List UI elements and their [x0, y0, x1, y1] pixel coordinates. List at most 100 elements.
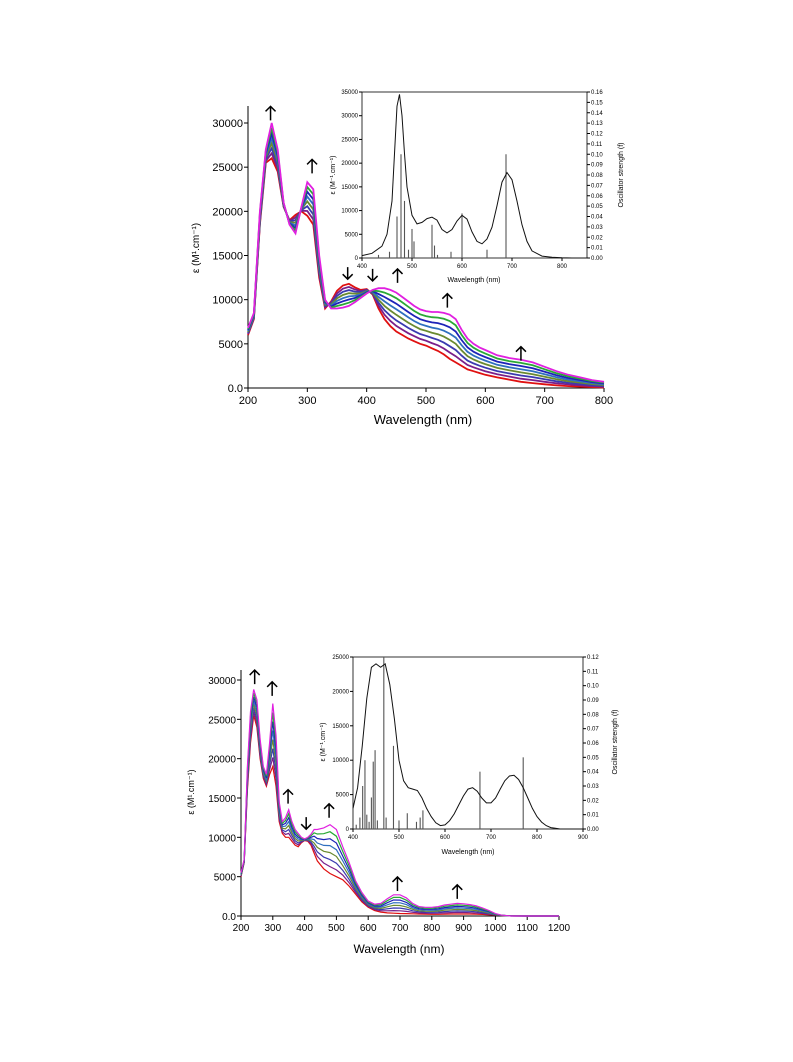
chart-2-inset-sticks [355, 657, 524, 829]
chart-2-inset-y-right-tick-label: 0.04 [587, 770, 599, 776]
chart-1: 200 300 400 500 600 700 800 0.0500010000150002… [191, 90, 625, 427]
chart-1-inset-y-left-ticks: 0 5000 10000 15000 20000 25000 30000 35000 [341, 90, 362, 262]
chart-1-inset-y-right-tick-label: 0.09 [591, 163, 603, 169]
chart-2-x-tick-label: 300 [264, 923, 281, 934]
chart-2-series [240, 689, 559, 917]
chart-1-inset-y-right-tick-label: 0.01 [591, 246, 603, 252]
chart-2-inset-y-right-tick-label: 0.06 [587, 741, 599, 747]
chart-1-y-tick-label: 0.0 [228, 383, 243, 395]
chart-1-inset-x-tick-label: 700 [507, 264, 518, 270]
chart-1-inset-y-right-tick-label: 0.03 [591, 225, 603, 231]
chart-1-inset-y-right-tick-label: 0.13 [591, 121, 603, 127]
chart-1-y-ticks: 0.0 5000 10000 15000 20000 25000 30000 [212, 118, 248, 395]
chart-1-arrow-up [265, 105, 277, 121]
chart-2: 200 300 400 500 600 700 800 900 1000 1100 1200 0.0… [186, 655, 619, 956]
chart-1-x-ticks: 200 300 400 500 600 700 800 [239, 388, 613, 407]
chart-1-x-label: Wavelength (nm) [374, 412, 473, 427]
chart-1-inset-y-right-tick-label: 0.10 [591, 152, 603, 158]
chart-1-x-tick-label: 800 [595, 395, 613, 407]
chart-1-inset-y-left-tick-label: 20000 [341, 161, 358, 167]
chart-2-series-line [240, 715, 559, 917]
chart-1-series-line [247, 156, 605, 389]
chart-1-inset-y-right-tick-label: 0.15 [591, 100, 603, 106]
chart-1-inset-y-left-tick-label: 15000 [341, 185, 358, 191]
chart-1-inset: 400 500 600 700 800 0 5000 10000 15000 20000 2500… [330, 90, 625, 284]
chart-1-inset-x-tick-label: 400 [357, 264, 368, 270]
chart-2-inset-y-right-tick-label: 0.02 [587, 798, 599, 804]
chart-1-y-label: ε (M¹.cm⁻¹) [191, 223, 202, 273]
chart-2-arrow-up [266, 680, 278, 696]
chart-2-inset-x-tick-label: 600 [440, 835, 451, 841]
chart-2-inset-x-tick-label: 700 [486, 835, 497, 841]
chart-2-inset-y-right-tick-label: 0.01 [587, 813, 599, 819]
chart-1-y-tick-label: 15000 [212, 251, 243, 263]
chart-2-arrow-up [282, 788, 294, 804]
chart-1-inset-y-left-tick-label: 25000 [341, 137, 358, 143]
chart-2-arrows [249, 669, 463, 899]
chart-1-inset-y-right-tick-label: 0.16 [591, 90, 603, 96]
chart-2-inset-y-right-tick-label: 0.08 [587, 712, 599, 718]
chart-1-inset-y-right-ticks: 0.00 0.01 0.02 0.03 0.04 0.05 0.06 0.07 0.08 0.09… [587, 90, 603, 262]
chart-2-inset-curve [352, 663, 583, 830]
chart-1-inset-y-right-tick-label: 0.06 [591, 194, 603, 200]
chart-1-inset-x-label: Wavelength (nm) [447, 277, 500, 284]
chart-2-arrow-down [300, 817, 312, 831]
chart-2-inset-y-left-tick-label: 0 [346, 827, 350, 833]
chart-2-inset-y-left-ticks: 0 5000 10000 15000 20000 25000 [332, 655, 353, 833]
chart-2-x-tick-label: 1100 [516, 923, 538, 934]
chart-1-arrow-up [391, 267, 404, 283]
chart-2-inset-y-left-label: ε (M⁻¹.cm⁻¹) [320, 723, 327, 762]
chart-1-inset-y-right-tick-label: 0.00 [591, 256, 603, 262]
chart-1-inset-x-tick-label: 800 [557, 264, 568, 270]
chart-2-y-tick-label: 25000 [208, 715, 236, 726]
chart-1-y-tick-label: 25000 [212, 162, 243, 174]
chart-1-x-tick-label: 600 [476, 395, 494, 407]
chart-1-inset-sticks [377, 154, 507, 258]
chart-2-inset-x-tick-label: 900 [578, 835, 589, 841]
chart-1-inset-y-right-tick-label: 0.08 [591, 173, 603, 179]
chart-2-inset-y-right-tick-label: 0.10 [587, 684, 599, 690]
chart-2-x-tick-label: 700 [392, 923, 409, 934]
chart-1-arrow-down [367, 268, 379, 282]
chart-2-x-tick-label: 400 [296, 923, 313, 934]
chart-2-x-tick-label: 1000 [484, 923, 507, 934]
chart-2-inset-y-left-tick-label: 10000 [332, 758, 349, 764]
chart-2-y-tick-label: 15000 [208, 794, 236, 805]
chart-2-y-tick-label: 30000 [208, 676, 236, 687]
chart-1-inset-y-right-label: Oscillator strength (f) [618, 143, 625, 208]
chart-1-inset-y-right-tick-label: 0.07 [591, 183, 603, 189]
chart-2-series-line [240, 704, 559, 917]
chart-2-inset: 400 500 600 700 800 900 0 5000 10000 15000 20000 2… [320, 655, 619, 856]
chart-1-inset-y-left-tick-label: 35000 [341, 90, 358, 96]
chart-1-y-tick-label: 10000 [212, 295, 243, 307]
chart-2-series-line [240, 689, 559, 917]
chart-1-inset-curve [361, 94, 587, 259]
chart-2-inset-y-left-tick-label: 5000 [336, 793, 350, 799]
chart-2-x-label: Wavelength (nm) [354, 942, 445, 956]
chart-1-x-tick-label: 700 [535, 395, 553, 407]
chart-2-inset-y-right-tick-label: 0.12 [587, 655, 599, 661]
chart-2-inset-y-right-tick-label: 0.11 [587, 669, 599, 675]
chart-1-inset-x-tick-label: 600 [457, 264, 468, 270]
chart-2-y-tick-label: 0.0 [222, 912, 236, 923]
chart-1-inset-y-right-tick-label: 0.12 [591, 132, 603, 138]
chart-1-inset-y-right-tick-label: 0.02 [591, 235, 603, 241]
chart-1-x-tick-label: 300 [298, 395, 316, 407]
chart-1-arrow-up [306, 158, 318, 174]
chart-1-inset-y-right-tick-label: 0.14 [591, 111, 603, 117]
chart-1-inset-y-left-tick-label: 30000 [341, 114, 358, 120]
chart-2-inset-y-left-tick-label: 25000 [332, 655, 349, 661]
chart-1-inset-y-left-tick-label: 0 [355, 256, 359, 262]
chart-2-inset-y-right-tick-label: 0.03 [587, 784, 599, 790]
chart-2-x-tick-label: 500 [328, 923, 345, 934]
chart-2-inset-y-right-tick-label: 0.09 [587, 698, 599, 704]
chart-1-inset-y-right-tick-label: 0.11 [591, 142, 603, 148]
chart-2-inset-y-left-tick-label: 20000 [332, 689, 349, 695]
chart-2-arrow-up [323, 802, 335, 818]
chart-1-inset-y-left-tick-label: 5000 [345, 232, 359, 238]
chart-1-y-tick-label: 20000 [212, 206, 243, 218]
chart-2-x-tick-label: 600 [360, 923, 377, 934]
chart-2-series-line [240, 711, 559, 917]
chart-1-inset-x-tick-label: 500 [407, 264, 418, 270]
